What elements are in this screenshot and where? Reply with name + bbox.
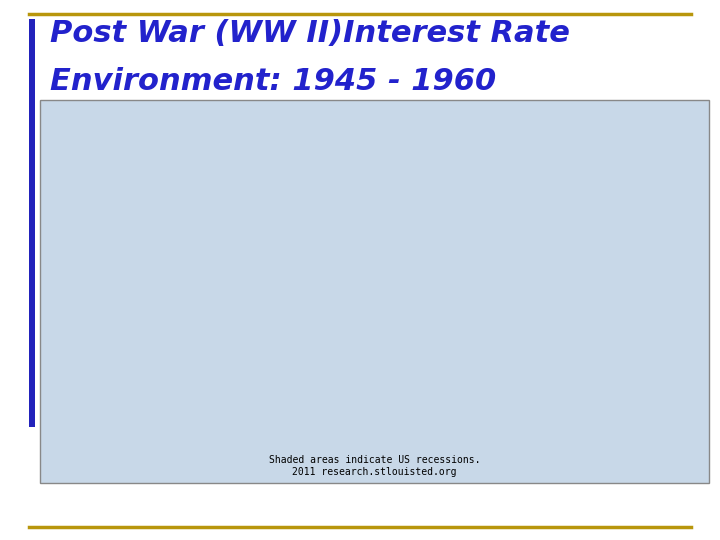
Bar bbox=[300, 148, 324, 432]
Bar bbox=[579, 148, 598, 432]
Text: Environment: 1945 - 1960: Environment: 1945 - 1960 bbox=[50, 68, 497, 97]
Text: Post War (WW II)Interest Rate: Post War (WW II)Interest Rate bbox=[50, 19, 570, 48]
Bar bbox=[512, 148, 536, 432]
Title: Moody's Seasoned Aaa Corporate Bond Yield (AAA)
Source  Board of Governors of th: Moody's Seasoned Aaa Corporate Bond Yiel… bbox=[226, 122, 555, 144]
Text: Shaded areas indicate US recessions.
2011 research.stlouisted.org: Shaded areas indicate US recessions. 201… bbox=[269, 455, 480, 477]
Bar bbox=[226, 148, 245, 432]
Bar bbox=[415, 148, 439, 432]
Y-axis label: (Percent): (Percent) bbox=[47, 267, 57, 314]
